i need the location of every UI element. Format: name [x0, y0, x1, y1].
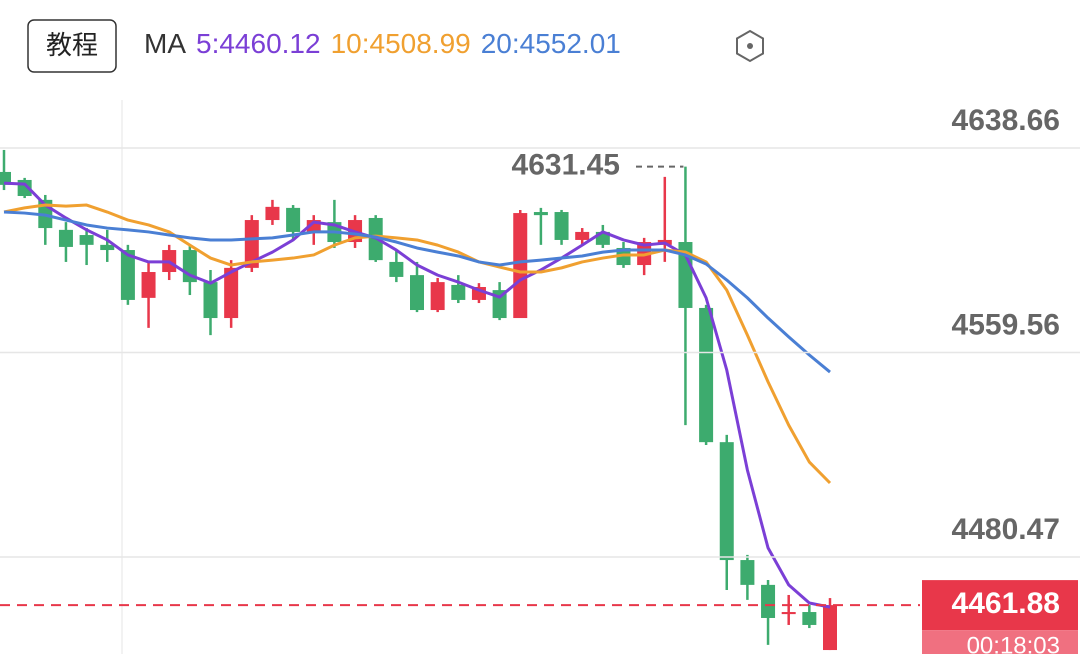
- settings-hexagon[interactable]: [736, 29, 764, 63]
- candle-body: [513, 213, 528, 319]
- candle-body: [616, 247, 631, 266]
- candle-body: [410, 275, 424, 311]
- candle-body: [740, 560, 755, 585]
- candle-body: [244, 220, 259, 268]
- settings-dot[interactable]: [747, 43, 753, 49]
- ma-legend-entry: 20:4552.01: [481, 28, 621, 59]
- candle-body: [781, 612, 796, 615]
- candle-body: [203, 282, 218, 319]
- candle-body: [451, 284, 466, 300]
- candle-body: [265, 206, 280, 221]
- candle-body: [575, 231, 590, 240]
- tutorial-label[interactable]: 教程: [46, 30, 98, 60]
- candle-body: [120, 250, 135, 300]
- candle-body: [141, 272, 156, 298]
- candle-body: [533, 212, 548, 216]
- y-tick-label: 4638.66: [952, 104, 1060, 137]
- ma-legend-entry: 5:4460.12: [196, 28, 321, 59]
- candle-body: [100, 244, 115, 251]
- high-label: 4631.45: [512, 149, 620, 182]
- countdown-label: 00:18:03: [967, 632, 1060, 654]
- countdown-tag: [922, 630, 1078, 654]
- candle-body: [699, 307, 714, 443]
- ma-label: MA: [144, 28, 186, 59]
- price-tag: [922, 580, 1078, 631]
- y-tick-label: 4480.47: [952, 513, 1060, 546]
- ma-line: [3, 181, 831, 609]
- candle-body: [719, 442, 734, 561]
- candle-body: [58, 229, 73, 247]
- ma-legend: MA 5:4460.12 10:4508.99 20:4552.01: [144, 28, 621, 59]
- candle-body: [554, 212, 569, 240]
- plot: [0, 149, 837, 651]
- candle-body: [678, 242, 693, 308]
- candle-body: [0, 171, 11, 185]
- candle-body: [224, 267, 239, 319]
- candle-body: [802, 612, 817, 625]
- candle-body: [286, 207, 301, 232]
- settings-icon[interactable]: [736, 29, 764, 63]
- price-tag-label: 4461.88: [952, 587, 1060, 620]
- candle-body: [389, 261, 404, 277]
- candle-body: [430, 282, 445, 311]
- y-tick-label: 4559.56: [952, 308, 1060, 341]
- ma-legend-entry: 10:4508.99: [331, 28, 471, 59]
- candle-body: [761, 584, 776, 618]
- ma-line: [3, 203, 832, 485]
- tutorial-button[interactable]: [27, 19, 117, 73]
- candle-body: [306, 220, 321, 232]
- candle-body: [823, 605, 837, 651]
- candle-body: [79, 235, 94, 245]
- ma-line: [3, 210, 831, 374]
